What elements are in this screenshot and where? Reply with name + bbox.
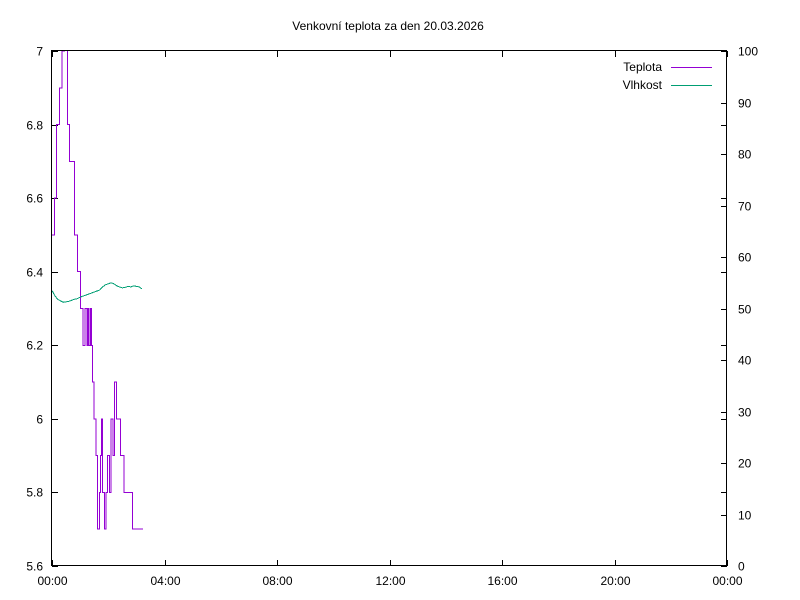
legend-label: Teplota xyxy=(623,60,662,74)
y-right-tick-label: 100 xyxy=(738,45,758,59)
y-left-tick-label: 6.6 xyxy=(26,192,43,206)
y-right-tick-label: 10 xyxy=(738,509,752,523)
x-tick-label: 20:00 xyxy=(600,574,630,588)
x-tick-label: 12:00 xyxy=(375,574,405,588)
y-right-tick-label: 20 xyxy=(738,457,752,471)
y-right-tick-label: 60 xyxy=(738,251,752,265)
series-line-teplota xyxy=(52,51,144,530)
y-right-tick-label: 50 xyxy=(738,303,752,317)
y-right-tick-label: 70 xyxy=(738,200,752,214)
series-layer xyxy=(52,51,144,530)
x-tick-label: 16:00 xyxy=(487,574,517,588)
y-left-tick-label: 6.4 xyxy=(26,266,43,280)
x-tick-label: 08:00 xyxy=(262,574,292,588)
chart-title: Venkovní teplota za den 20.03.2026 xyxy=(292,19,484,33)
plot-frame xyxy=(51,50,727,566)
series-line-vlhkost xyxy=(52,282,143,303)
legend: Teplota Vlhkost xyxy=(623,60,712,92)
y-left-tick-label: 5.6 xyxy=(26,560,43,574)
y-left-tick-label: 6 xyxy=(36,413,43,427)
x-tick-label: 00:00 xyxy=(712,574,742,588)
legend-label: Vlhkost xyxy=(623,78,663,92)
y-left-tick-label: 6.8 xyxy=(26,119,43,133)
x-tick-label: 04:00 xyxy=(150,574,180,588)
y-left-tick-label: 7 xyxy=(36,45,43,59)
y-right-tick-label: 90 xyxy=(738,97,752,111)
y-left-tick-label: 6.2 xyxy=(26,339,43,353)
x-tick-label: 00:00 xyxy=(37,574,67,588)
y-right-tick-label: 30 xyxy=(738,406,752,420)
y-right-tick-label: 0 xyxy=(738,560,745,574)
y-right-tick-label: 40 xyxy=(738,354,752,368)
y-right-tick-label: 80 xyxy=(738,148,752,162)
y-left-tick-label: 5.8 xyxy=(26,486,43,500)
